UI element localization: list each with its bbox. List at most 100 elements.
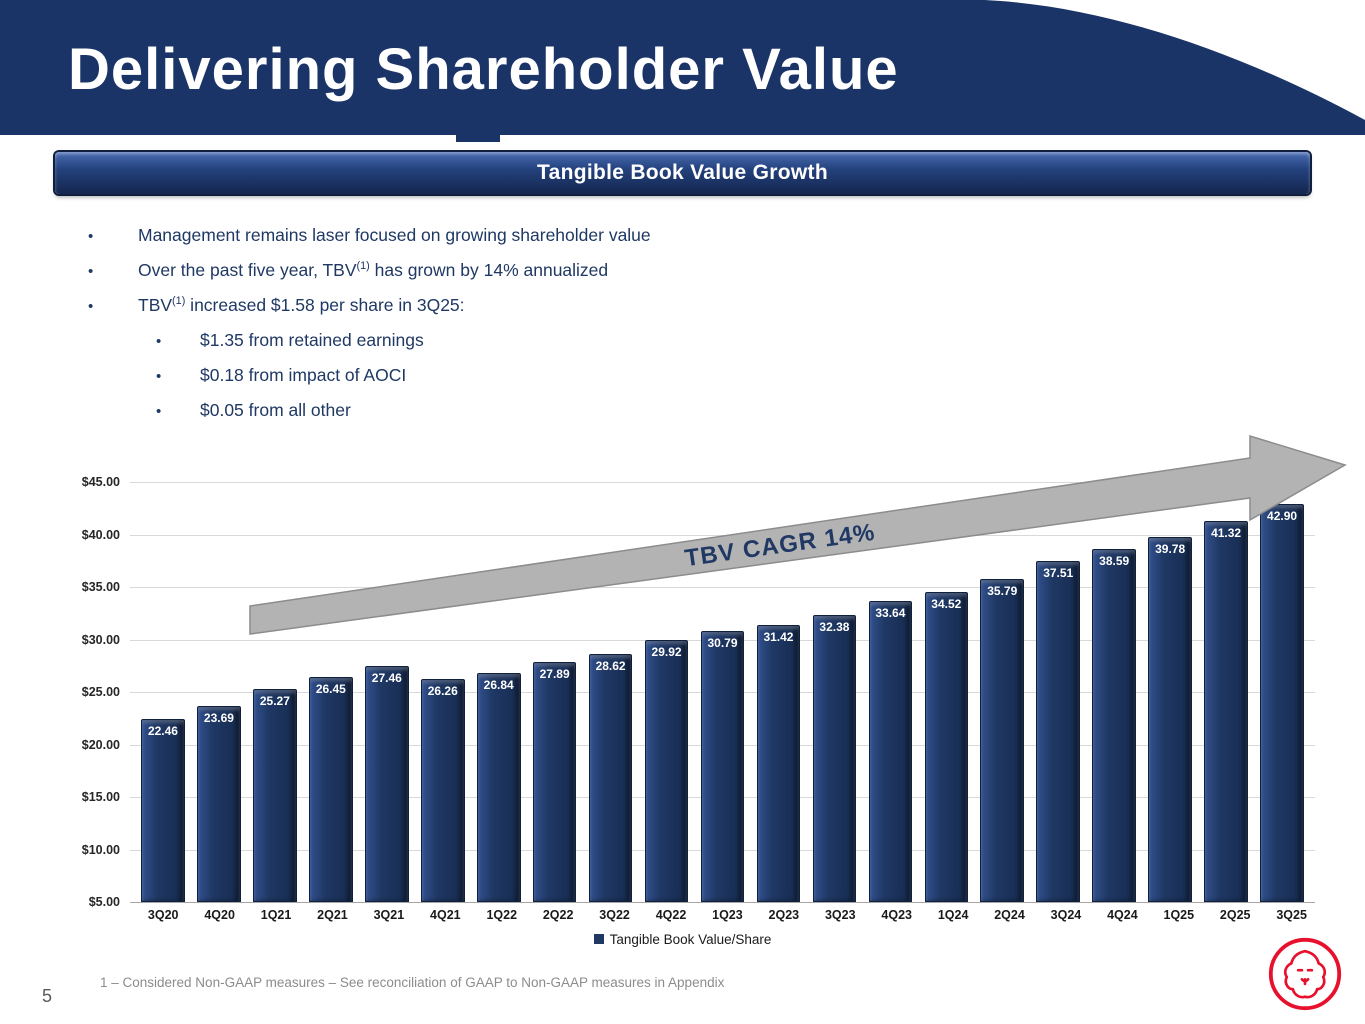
y-axis-label: $25.00 — [81, 685, 120, 699]
x-axis-label: 3Q25 — [1276, 908, 1307, 922]
x-axis-label: 2Q21 — [317, 908, 348, 922]
bar-value-label: 33.64 — [875, 606, 906, 621]
section-banner-title: Tangible Book Value Growth — [537, 161, 828, 184]
bar-slot: 41.32 — [1198, 482, 1254, 902]
y-axis-label: $45.00 — [81, 475, 120, 489]
bar-slot: 29.92 — [639, 482, 695, 902]
tbv-bar-chart: $45.00 $40.00 $35.00 $30.00 $25.00 $20.00 $15.… — [50, 434, 1347, 932]
y-axis: $45.00 $40.00 $35.00 $30.00 $25.00 $20.00 $15.… — [50, 475, 120, 909]
bullet-marker-icon: • — [156, 368, 162, 385]
y-axis-label: $5.00 — [88, 895, 120, 909]
bullet-text: $0.05 from all other — [200, 400, 351, 420]
bullet-text: $0.18 from impact of AOCI — [200, 365, 407, 385]
bar-value-label: 35.79 — [987, 583, 1018, 598]
y-axis-label: $15.00 — [81, 790, 120, 804]
y-axis-label: $40.00 — [81, 527, 120, 542]
bar-2Q23: 31.42 — [756, 624, 801, 902]
chart-legend: Tangible Book Value/Share — [0, 932, 1365, 947]
bar-slot: 37.51 — [1030, 482, 1086, 902]
bullet-item: • $0.18 from impact of AOCI — [88, 365, 1305, 400]
bar-slot: 26.26 — [415, 482, 471, 902]
x-axis-label: 2Q23 — [768, 908, 800, 922]
bar-value-label: 27.89 — [539, 666, 570, 681]
legend-swatch-icon — [593, 934, 604, 944]
header-notch-decoration — [456, 131, 500, 142]
x-axis-label: 1Q24 — [937, 908, 969, 922]
bar-value-label: 22.46 — [147, 723, 178, 738]
bar-3Q22: 28.62 — [588, 654, 633, 902]
y-axis-label: $35.00 — [81, 580, 120, 594]
header-swoosh-shape — [0, 0, 1365, 135]
bar-slot: 26.45 — [303, 482, 359, 902]
header-band: Delivering Shareholder Value — [0, 0, 1365, 140]
bar-value-label: 34.52 — [931, 597, 962, 612]
x-axis-label: 3Q24 — [1050, 908, 1082, 922]
bullet-item: • Management remains laser focused on gro… — [88, 225, 1305, 260]
bar-3Q21: 27.46 — [364, 666, 409, 902]
bar-value-label: 37.51 — [1043, 565, 1074, 580]
bar-value-label: 38.59 — [1099, 554, 1130, 569]
x-axis-label: 2Q25 — [1219, 908, 1251, 922]
y-axis-label: $30.00 — [81, 632, 120, 647]
bar-value-label: 42.90 — [1267, 509, 1298, 524]
gridline — [130, 902, 1315, 903]
bar-slot: 30.79 — [695, 482, 751, 902]
bullet-text: TBV(1) increased $1.58 per share in 3Q25… — [138, 295, 465, 315]
x-axis-label: 1Q23 — [712, 908, 743, 922]
bar-value-label: 30.79 — [707, 636, 738, 651]
bar-value-label: 29.92 — [651, 645, 682, 660]
bullet-text: Management remains laser focused on grow… — [138, 225, 651, 245]
bar-4Q22: 29.92 — [644, 640, 689, 902]
page-number: 5 — [42, 986, 53, 1006]
bar-slot: 31.42 — [750, 482, 806, 902]
bar-2Q24: 35.79 — [980, 578, 1025, 902]
legend-label: Tangible Book Value/Share — [609, 932, 772, 947]
lion-logo — [1268, 937, 1342, 1011]
bar-slot: 28.62 — [583, 482, 639, 902]
x-axis-label: 3Q21 — [373, 908, 405, 922]
x-axis-label: 2Q22 — [542, 908, 574, 922]
page-title: Delivering Shareholder Value — [68, 37, 899, 102]
section-banner: Tangible Book Value Growth — [55, 152, 1310, 194]
bar-1Q22: 26.84 — [476, 672, 521, 902]
bar-value-label: 26.26 — [427, 683, 458, 698]
bullet-list: • Management remains laser focused on gro… — [88, 225, 1305, 435]
x-axis-label: 4Q23 — [881, 908, 912, 922]
bar-2Q22: 27.89 — [532, 661, 577, 902]
bar-slot: 27.89 — [527, 482, 583, 902]
bar-slot: 27.46 — [359, 482, 415, 902]
x-axis-label: 2Q24 — [994, 908, 1025, 922]
bullet-item: • $1.35 from retained earnings — [88, 330, 1305, 365]
bar-slot: 25.27 — [247, 482, 303, 902]
plot-area: 22.46 23.69 25.27 26.45 27.46 26.26 26.84 27.89… — [130, 434, 1347, 903]
bar-value-label: 27.46 — [371, 671, 402, 686]
bar-slot: 23.69 — [191, 482, 247, 902]
y-axis-label: $20.00 — [81, 737, 120, 752]
bar-value-label: 39.78 — [1155, 541, 1186, 556]
bullet-marker-icon: • — [88, 298, 94, 315]
bar-slot: 38.59 — [1086, 482, 1142, 902]
bar-1Q24: 34.52 — [924, 592, 969, 902]
bar-slot: 26.84 — [471, 482, 527, 902]
bar-slot: 34.52 — [918, 482, 974, 902]
bar-slot: 32.38 — [806, 482, 862, 902]
bar-slot: 33.64 — [862, 482, 918, 902]
bar-value-label: 26.84 — [483, 677, 514, 692]
bar-value-label: 23.69 — [203, 710, 234, 725]
bar-4Q21: 26.26 — [420, 678, 465, 902]
bar-slot: 22.46 — [135, 482, 191, 902]
x-axis-label: 4Q22 — [655, 908, 687, 922]
bar-slot: 42.90 — [1254, 482, 1310, 902]
bar-value-label: 28.62 — [595, 659, 626, 673]
bar-1Q25: 39.78 — [1148, 536, 1192, 902]
x-axis-label: 1Q25 — [1163, 908, 1195, 922]
bullet-marker-icon: • — [156, 333, 162, 350]
bullet-marker-icon: • — [88, 228, 94, 245]
bar-3Q23: 32.38 — [812, 614, 857, 902]
bar-4Q23: 33.64 — [868, 601, 913, 902]
x-axis: 3Q20 4Q20 1Q21 2Q21 3Q21 4Q21 1Q22 2Q22 3Q22 4Q22… — [130, 908, 1325, 922]
bar-1Q21: 25.27 — [253, 689, 297, 902]
bar-3Q20: 22.46 — [141, 718, 185, 902]
bar-3Q24: 37.51 — [1036, 560, 1081, 902]
